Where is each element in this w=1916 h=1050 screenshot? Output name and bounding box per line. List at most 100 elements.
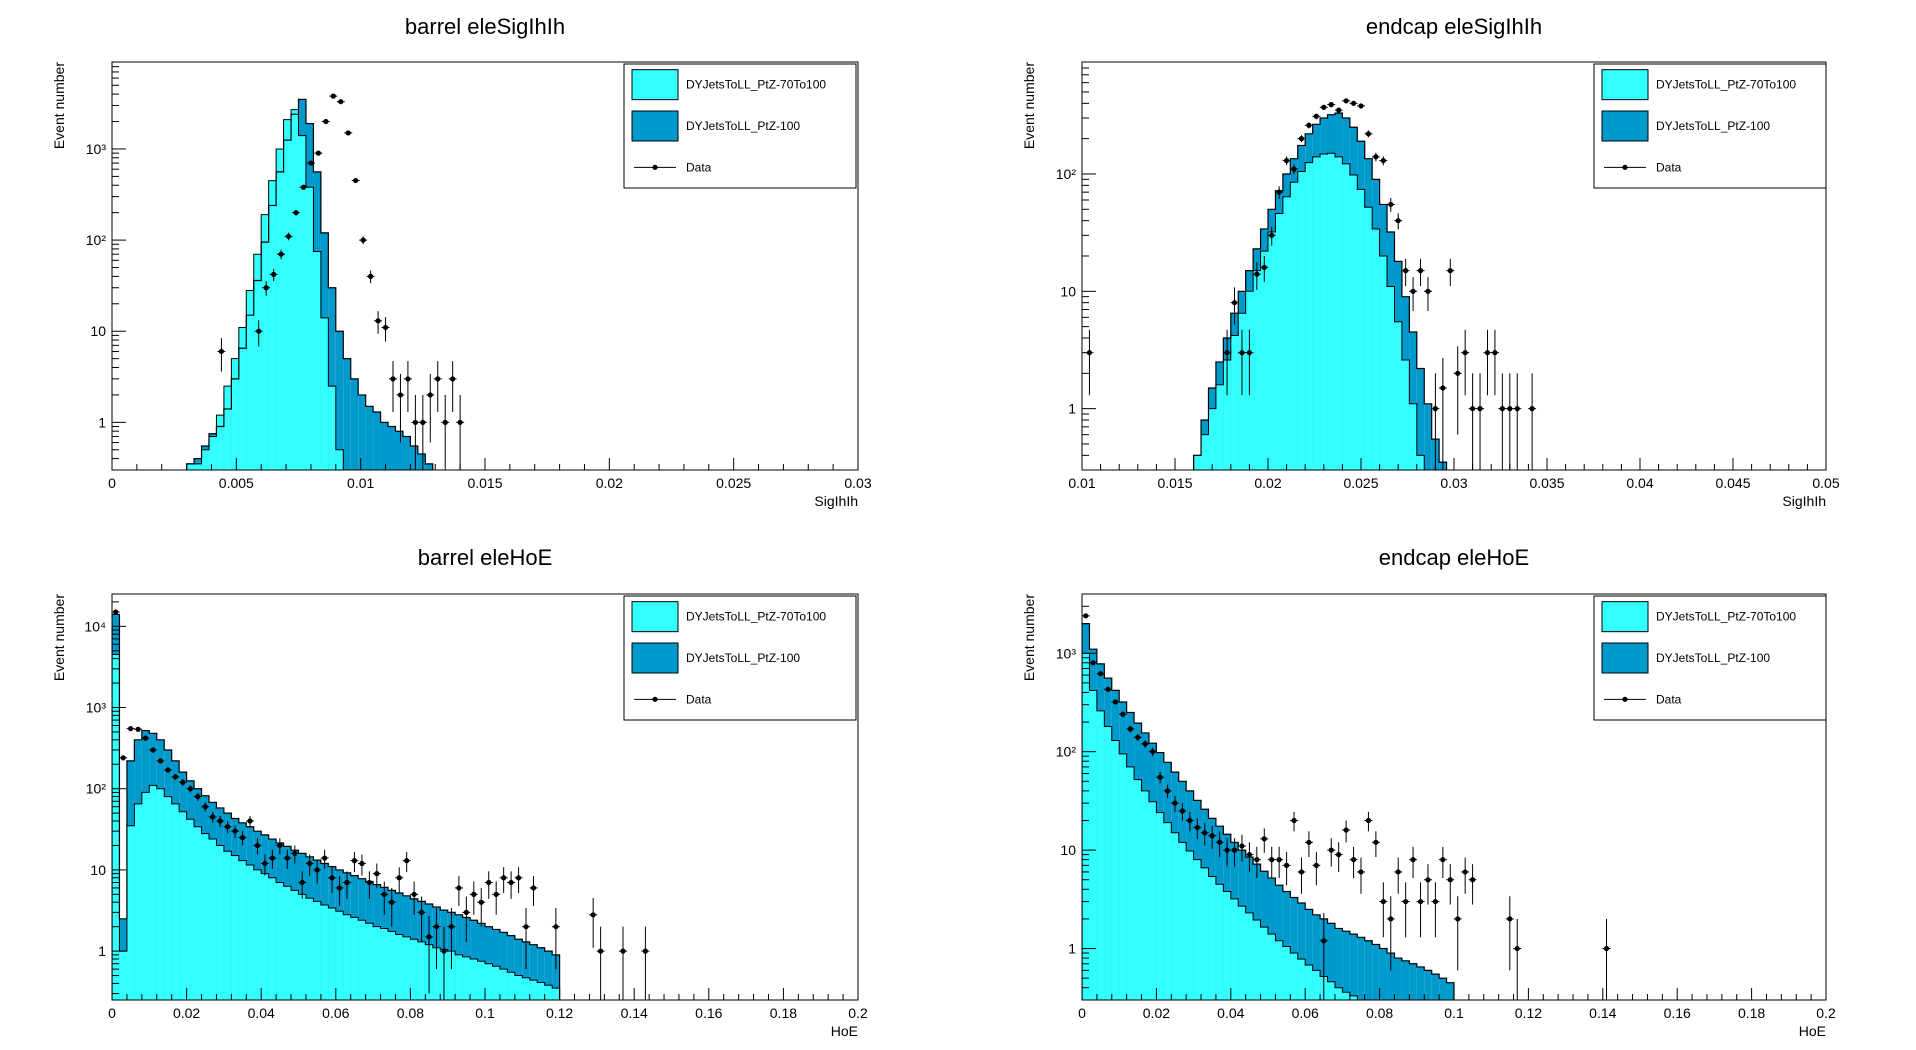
data-marker: [412, 419, 418, 425]
data-point: [589, 898, 598, 948]
data-point: [1223, 329, 1232, 396]
data-marker: [486, 879, 492, 886]
data-marker: [515, 875, 522, 881]
histogram-bar-low-pt: [1312, 970, 1321, 1000]
histogram-bar-low-pt: [313, 251, 321, 470]
histogram-bar-low-pt: [402, 936, 411, 1000]
histogram-bar-low-pt: [1282, 946, 1291, 1000]
data-point: [335, 876, 344, 906]
data-point: [1085, 329, 1094, 396]
data-marker: [1239, 350, 1245, 356]
histogram-bar-low-pt: [201, 833, 209, 1000]
histogram-bar-low-pt: [1327, 981, 1335, 1000]
data-point: [119, 755, 128, 761]
histogram-bar-low-pt: [1156, 812, 1164, 1000]
data-marker: [187, 786, 193, 792]
data-marker: [1440, 857, 1446, 863]
data-marker: [232, 828, 238, 834]
histogram-bar-low-pt: [1409, 403, 1417, 470]
x-tick-label: 0.005: [219, 475, 254, 491]
histogram-bar-low-pt: [1260, 927, 1268, 1000]
x-tick-label: 0.18: [770, 1005, 797, 1021]
histogram-bar-low-pt: [1082, 653, 1090, 1000]
data-point: [208, 811, 217, 823]
data-marker: [172, 774, 179, 780]
data-marker: [217, 818, 223, 824]
data-point: [380, 881, 389, 915]
data-point: [1342, 98, 1351, 104]
x-tick-label: 0.03: [1440, 475, 1467, 491]
histogram-bar-low-pt: [223, 386, 232, 470]
histogram-bar-low-pt: [544, 985, 553, 1000]
x-tick-label: 0.04: [248, 1005, 275, 1021]
data-point: [1260, 255, 1269, 283]
y-tick-label: 10³: [1056, 645, 1077, 661]
outline-low-pt: [1193, 152, 1447, 470]
data-point: [395, 867, 404, 893]
x-tick-label: 0.08: [397, 1005, 424, 1021]
histogram-bar-low-pt: [186, 463, 195, 470]
histogram-bar-low-pt: [335, 911, 344, 1000]
data-marker: [300, 184, 307, 190]
outline-high-pt: [112, 613, 561, 1000]
data-point: [1096, 671, 1105, 677]
x-tick-label: 0.02: [173, 1005, 200, 1021]
histogram-bar-low-pt: [1327, 153, 1335, 470]
data-marker: [1187, 817, 1193, 824]
data-marker: [1231, 847, 1238, 853]
histogram-bar-low-pt: [1178, 842, 1187, 1000]
data-marker: [1358, 103, 1364, 109]
data-point: [1104, 686, 1113, 692]
data-marker: [448, 924, 455, 930]
histogram-bar-low-pt: [1275, 940, 1283, 1000]
data-marker: [442, 419, 448, 425]
histogram-bar-high-pt: [499, 932, 508, 1000]
histogram-bar-low-pt: [246, 290, 254, 470]
histogram-bar-low-pt: [514, 975, 523, 1000]
data-marker: [590, 912, 596, 918]
histogram-bar-low-pt: [171, 803, 180, 1000]
data-point: [134, 726, 143, 732]
histogram-bar-low-pt: [1334, 987, 1343, 1000]
data-point: [1304, 122, 1313, 129]
data-point: [246, 815, 255, 828]
data-point: [441, 394, 450, 470]
data-marker: [1373, 154, 1379, 160]
histogram-bar-low-pt: [1387, 286, 1395, 470]
x-tick-label: 0.14: [1589, 1005, 1616, 1021]
histogram-bar-low-pt: [305, 898, 314, 1000]
data-point: [454, 876, 463, 906]
histogram-bar-low-pt: [1245, 912, 1254, 1000]
data-marker: [1499, 406, 1505, 412]
histogram-bar-low-pt: [305, 187, 314, 470]
histogram-bar-low-pt: [1357, 189, 1365, 470]
data-point: [1371, 152, 1380, 162]
histogram-bar-low-pt: [268, 877, 277, 1000]
histogram-bar-low-pt: [1305, 162, 1313, 470]
y-tick-label: 10: [1060, 283, 1076, 299]
data-marker: [1514, 406, 1520, 412]
histogram-bar-low-pt: [1134, 779, 1142, 1000]
data-marker: [1179, 808, 1186, 814]
data-point: [350, 852, 359, 873]
data-marker: [278, 251, 284, 257]
data-marker: [113, 609, 119, 615]
x-tick-label: 0: [108, 1005, 116, 1021]
data-marker: [284, 855, 290, 861]
data-marker: [427, 392, 433, 398]
histogram-bar-low-pt: [1305, 965, 1313, 1000]
data-marker: [271, 271, 277, 278]
data-marker: [471, 891, 477, 897]
histogram-bar-low-pt: [522, 977, 530, 1000]
data-marker: [1470, 877, 1476, 883]
data-point: [1468, 864, 1477, 905]
legend-data-marker: [652, 164, 658, 170]
data-point: [254, 320, 263, 347]
data-marker: [1284, 862, 1290, 868]
y-tick-label: 10³: [86, 141, 107, 157]
histogram-bar-low-pt: [1349, 174, 1358, 470]
data-marker: [128, 725, 134, 732]
data-point: [149, 747, 158, 753]
histogram-bar-low-pt: [1394, 321, 1402, 470]
data-marker: [411, 891, 417, 897]
